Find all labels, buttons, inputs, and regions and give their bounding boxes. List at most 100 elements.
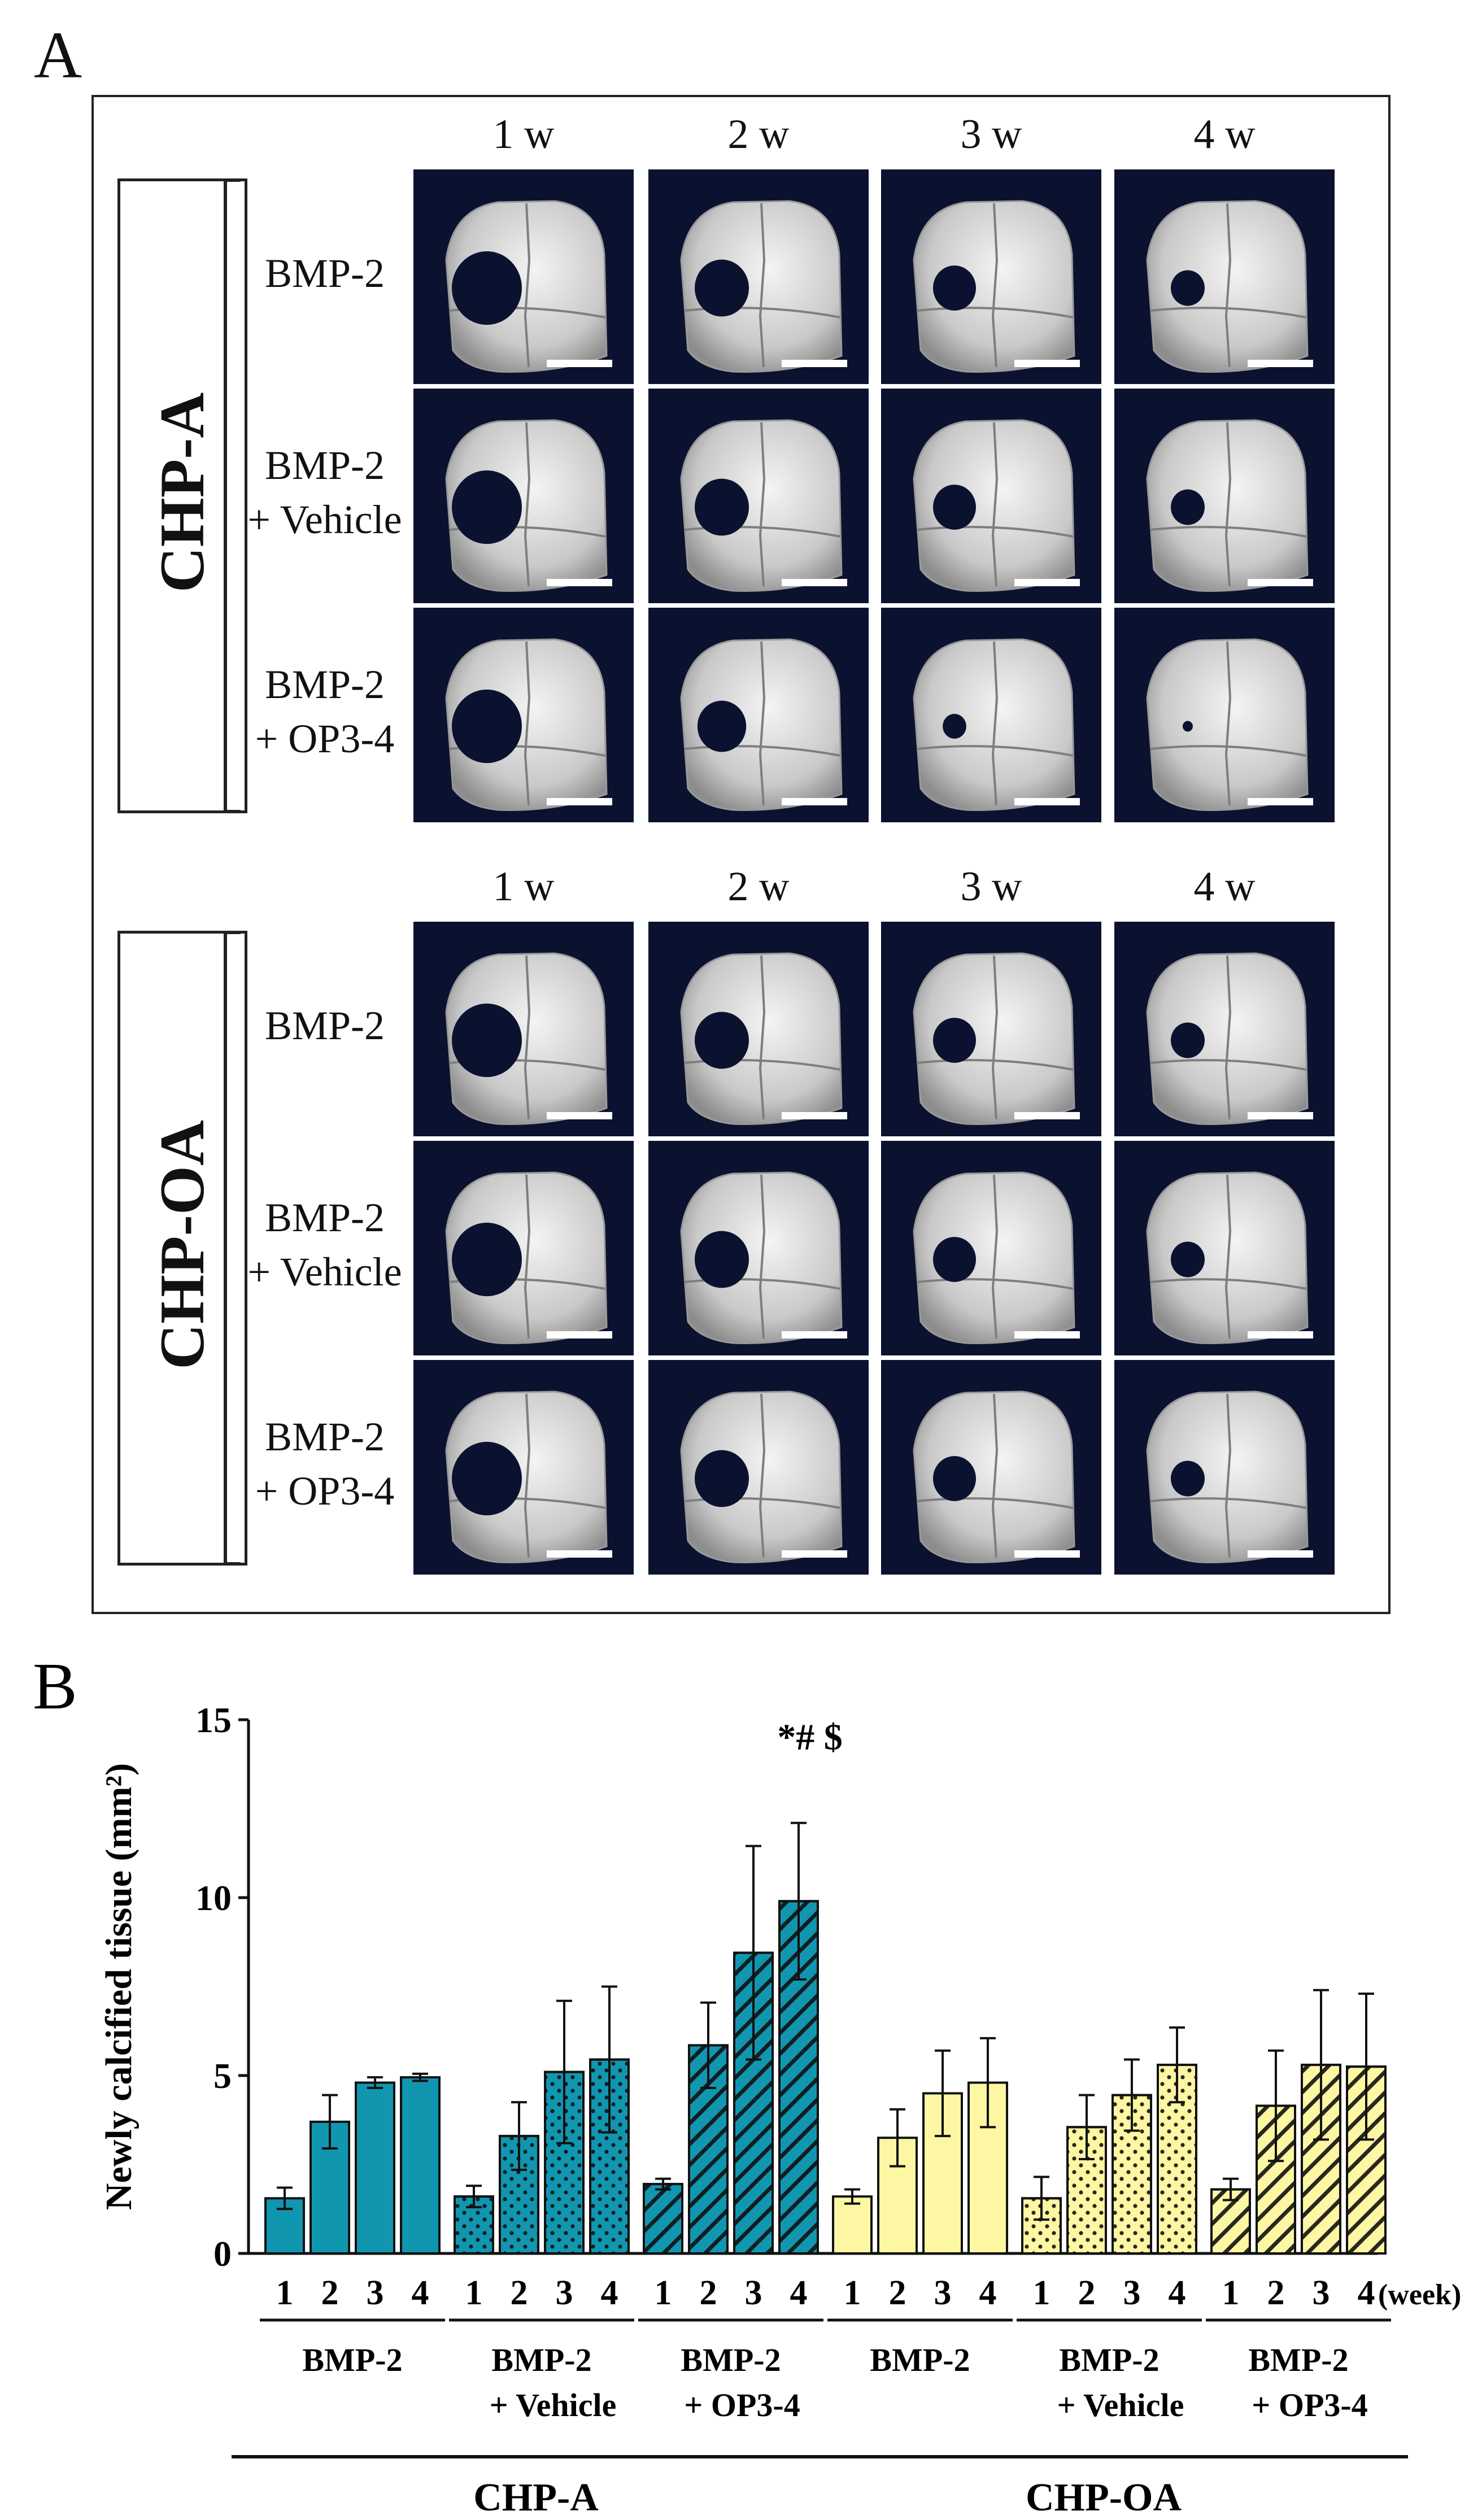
x-week-label: 3	[745, 2274, 762, 2312]
group-bracket	[224, 931, 241, 1566]
x-week-label: 2	[1267, 2274, 1285, 2312]
skull-render	[913, 419, 1075, 592]
skull-render	[913, 952, 1075, 1125]
micro-ct-image	[648, 1360, 869, 1575]
x-week-label: 3	[1313, 2274, 1330, 2312]
bone-defect	[933, 1018, 976, 1063]
x-week-label: 1	[276, 2274, 294, 2312]
x-week-label: 4	[601, 2274, 618, 2312]
skull-render	[913, 638, 1075, 811]
skull-render	[680, 952, 843, 1125]
x-week-label: 2	[1078, 2274, 1096, 2312]
row-treatment-label: BMP-2 + Vehicle	[243, 1191, 407, 1299]
micro-ct-image	[413, 608, 634, 822]
row-treatment-line: + OP3-4	[255, 716, 395, 761]
bone-defect	[697, 700, 747, 752]
micro-ct-image	[413, 1360, 634, 1575]
subgroup-label: BMP-2	[681, 2342, 781, 2378]
skull-suture-lines	[917, 955, 1074, 1120]
column-label-week: 2 w	[727, 864, 790, 910]
bar-pattern-overlay	[589, 2058, 630, 2255]
column-label-week: 2 w	[727, 111, 790, 158]
skull-render	[1146, 1171, 1309, 1344]
micro-ct-image	[413, 169, 634, 384]
x-week-label: 1	[844, 2274, 861, 2312]
bone-defect	[1171, 1022, 1205, 1058]
skull-render	[445, 419, 608, 592]
bone-defect	[695, 1450, 749, 1507]
scale-bar	[1014, 798, 1080, 805]
bar	[832, 2195, 873, 2255]
micro-ct-image	[881, 389, 1101, 603]
scale-bar	[1014, 1331, 1080, 1339]
micro-ct-image	[1114, 169, 1335, 384]
bone-defect	[1183, 721, 1193, 732]
column-label-week: 4 w	[1193, 864, 1256, 910]
skull-render	[445, 200, 608, 373]
skull-suture-lines	[917, 1393, 1074, 1558]
x-week-label: 1	[465, 2274, 483, 2312]
column-label-week: 1 w	[492, 864, 555, 910]
row-treatment-line: BMP-2	[264, 1003, 385, 1048]
row-treatment-line: BMP-2	[264, 251, 385, 296]
x-week-label: 4	[412, 2274, 429, 2312]
skull-suture-lines	[917, 1174, 1074, 1339]
skull-render	[445, 1390, 608, 1563]
micro-ct-image	[648, 1141, 869, 1355]
scale-bar	[547, 579, 612, 586]
x-week-label: 3	[1123, 2274, 1141, 2312]
group-bracket	[224, 178, 241, 813]
scale-bar	[1248, 1112, 1313, 1119]
micro-ct-image	[413, 1141, 634, 1355]
micro-ct-image	[881, 169, 1101, 384]
y-tick-label: 15	[195, 1700, 232, 1740]
micro-ct-image	[648, 608, 869, 822]
y-tick-label: 0	[213, 2234, 232, 2274]
skull-render	[913, 200, 1075, 373]
micro-ct-image	[648, 389, 869, 603]
panel-a-frame	[91, 95, 1391, 1614]
column-label-week: 4 w	[1193, 111, 1256, 158]
row-treatment-label: BMP-2	[243, 999, 407, 1053]
skull-render	[1146, 638, 1309, 811]
bar-pattern-overlay	[643, 2183, 683, 2255]
subgroup-label: BMP-2	[1059, 2342, 1159, 2378]
micro-ct-image	[881, 922, 1101, 1136]
micro-ct-image	[1114, 608, 1335, 822]
bone-defect	[452, 470, 522, 544]
skull-render	[913, 1390, 1075, 1563]
subgroup-label: BMP-2	[302, 2342, 402, 2378]
row-treatment-line: + OP3-4	[255, 1468, 395, 1514]
scale-bar	[547, 1550, 612, 1558]
scale-bar	[547, 1112, 612, 1119]
scale-bar	[1248, 1550, 1313, 1558]
row-treatment-label: BMP-2 + Vehicle	[243, 438, 407, 547]
scale-bar	[547, 798, 612, 805]
scale-bar	[547, 1331, 612, 1339]
panel-a-letter: A	[34, 18, 82, 92]
x-week-label: 2	[889, 2274, 906, 2312]
skull-suture-lines	[1150, 955, 1307, 1120]
micro-ct-image	[1114, 922, 1335, 1136]
skull-render	[680, 200, 843, 373]
bone-defect	[452, 1003, 522, 1078]
skull-render	[445, 638, 608, 811]
micro-ct-image	[648, 169, 869, 384]
skull-suture-lines	[917, 422, 1074, 587]
row-treatment-line: + Vehicle	[247, 1249, 402, 1294]
skull-render	[913, 1171, 1075, 1344]
scale-bar	[782, 1331, 847, 1339]
micro-ct-image	[1114, 1141, 1335, 1355]
row-treatment-line: BMP-2	[264, 1195, 385, 1240]
x-week-label: 2	[321, 2274, 339, 2312]
row-treatment-line: BMP-2	[264, 1414, 385, 1459]
bone-defect	[452, 689, 522, 764]
skull-suture-lines	[917, 203, 1074, 368]
skull-render	[1146, 1390, 1309, 1563]
skull-suture-lines	[1150, 641, 1307, 806]
panel-b-letter: B	[33, 1649, 77, 1723]
x-week-unit-label: (week)	[1378, 2279, 1461, 2311]
bone-defect	[1171, 1241, 1205, 1278]
bone-defect	[933, 265, 976, 311]
